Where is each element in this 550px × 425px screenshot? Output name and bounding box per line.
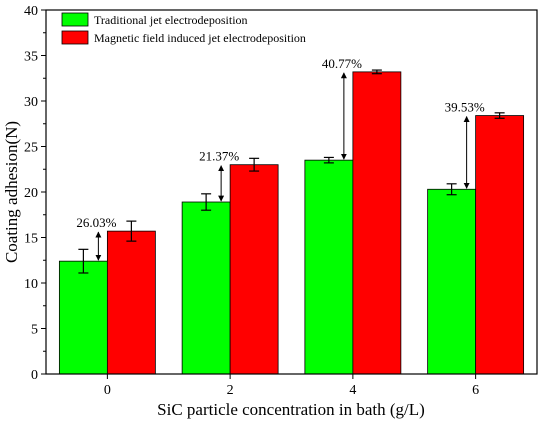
x-tick-label-2: 4: [349, 383, 356, 398]
bar-1-3: [475, 115, 525, 375]
y-tick-label-4: 20: [24, 186, 38, 201]
annotation-layer: 26.03% 21.37% 40.77% 39.53%: [76, 56, 485, 261]
increase-label-1: 21.37%: [199, 149, 239, 164]
bar-0-0: [58, 260, 108, 375]
y-tick-label-6: 30: [24, 95, 38, 110]
bar-0-2: [304, 159, 354, 375]
bar-1-0: [106, 230, 156, 375]
y-tick-label-1: 5: [31, 323, 38, 338]
y-tick-label-3: 15: [24, 232, 38, 247]
y-tick-label-0: 0: [31, 368, 38, 383]
legend-label-magnetic: Magnetic field induced jet electrodeposi…: [94, 31, 306, 45]
increase-label-3: 39.53%: [445, 100, 485, 115]
x-tick-label-1: 2: [227, 383, 234, 398]
legend-swatch-traditional: [61, 12, 89, 27]
x-tick-label-3: 6: [472, 383, 479, 398]
y-tick-label-8: 40: [24, 4, 38, 19]
bar-0-3: [427, 188, 477, 375]
y-tick-label-2: 10: [24, 277, 38, 292]
bar-0-1: [181, 201, 231, 375]
legend-label-traditional: Traditional jet electrodeposition: [94, 13, 248, 27]
y-tick-label-7: 35: [24, 50, 38, 65]
x-tick-label-0: 0: [104, 383, 111, 398]
legend: Traditional jet electrodeposition Magnet…: [61, 12, 306, 45]
y-axis-label: Coating adhesion(N): [2, 121, 21, 263]
axis-layer: 0 5 10 15 20 25 30 35 40 0 2 4 6: [24, 4, 479, 398]
increase-label-2: 40.77%: [322, 56, 362, 71]
legend-swatch-magnetic: [61, 30, 89, 45]
bars-layer: [58, 69, 525, 375]
x-axis-label: SiC particle concentration in bath (g/L): [157, 400, 425, 419]
increase-label-0: 26.03%: [76, 215, 116, 230]
y-tick-label-5: 25: [24, 141, 38, 156]
bar-1-1: [229, 164, 279, 375]
bar-1-2: [352, 71, 402, 375]
